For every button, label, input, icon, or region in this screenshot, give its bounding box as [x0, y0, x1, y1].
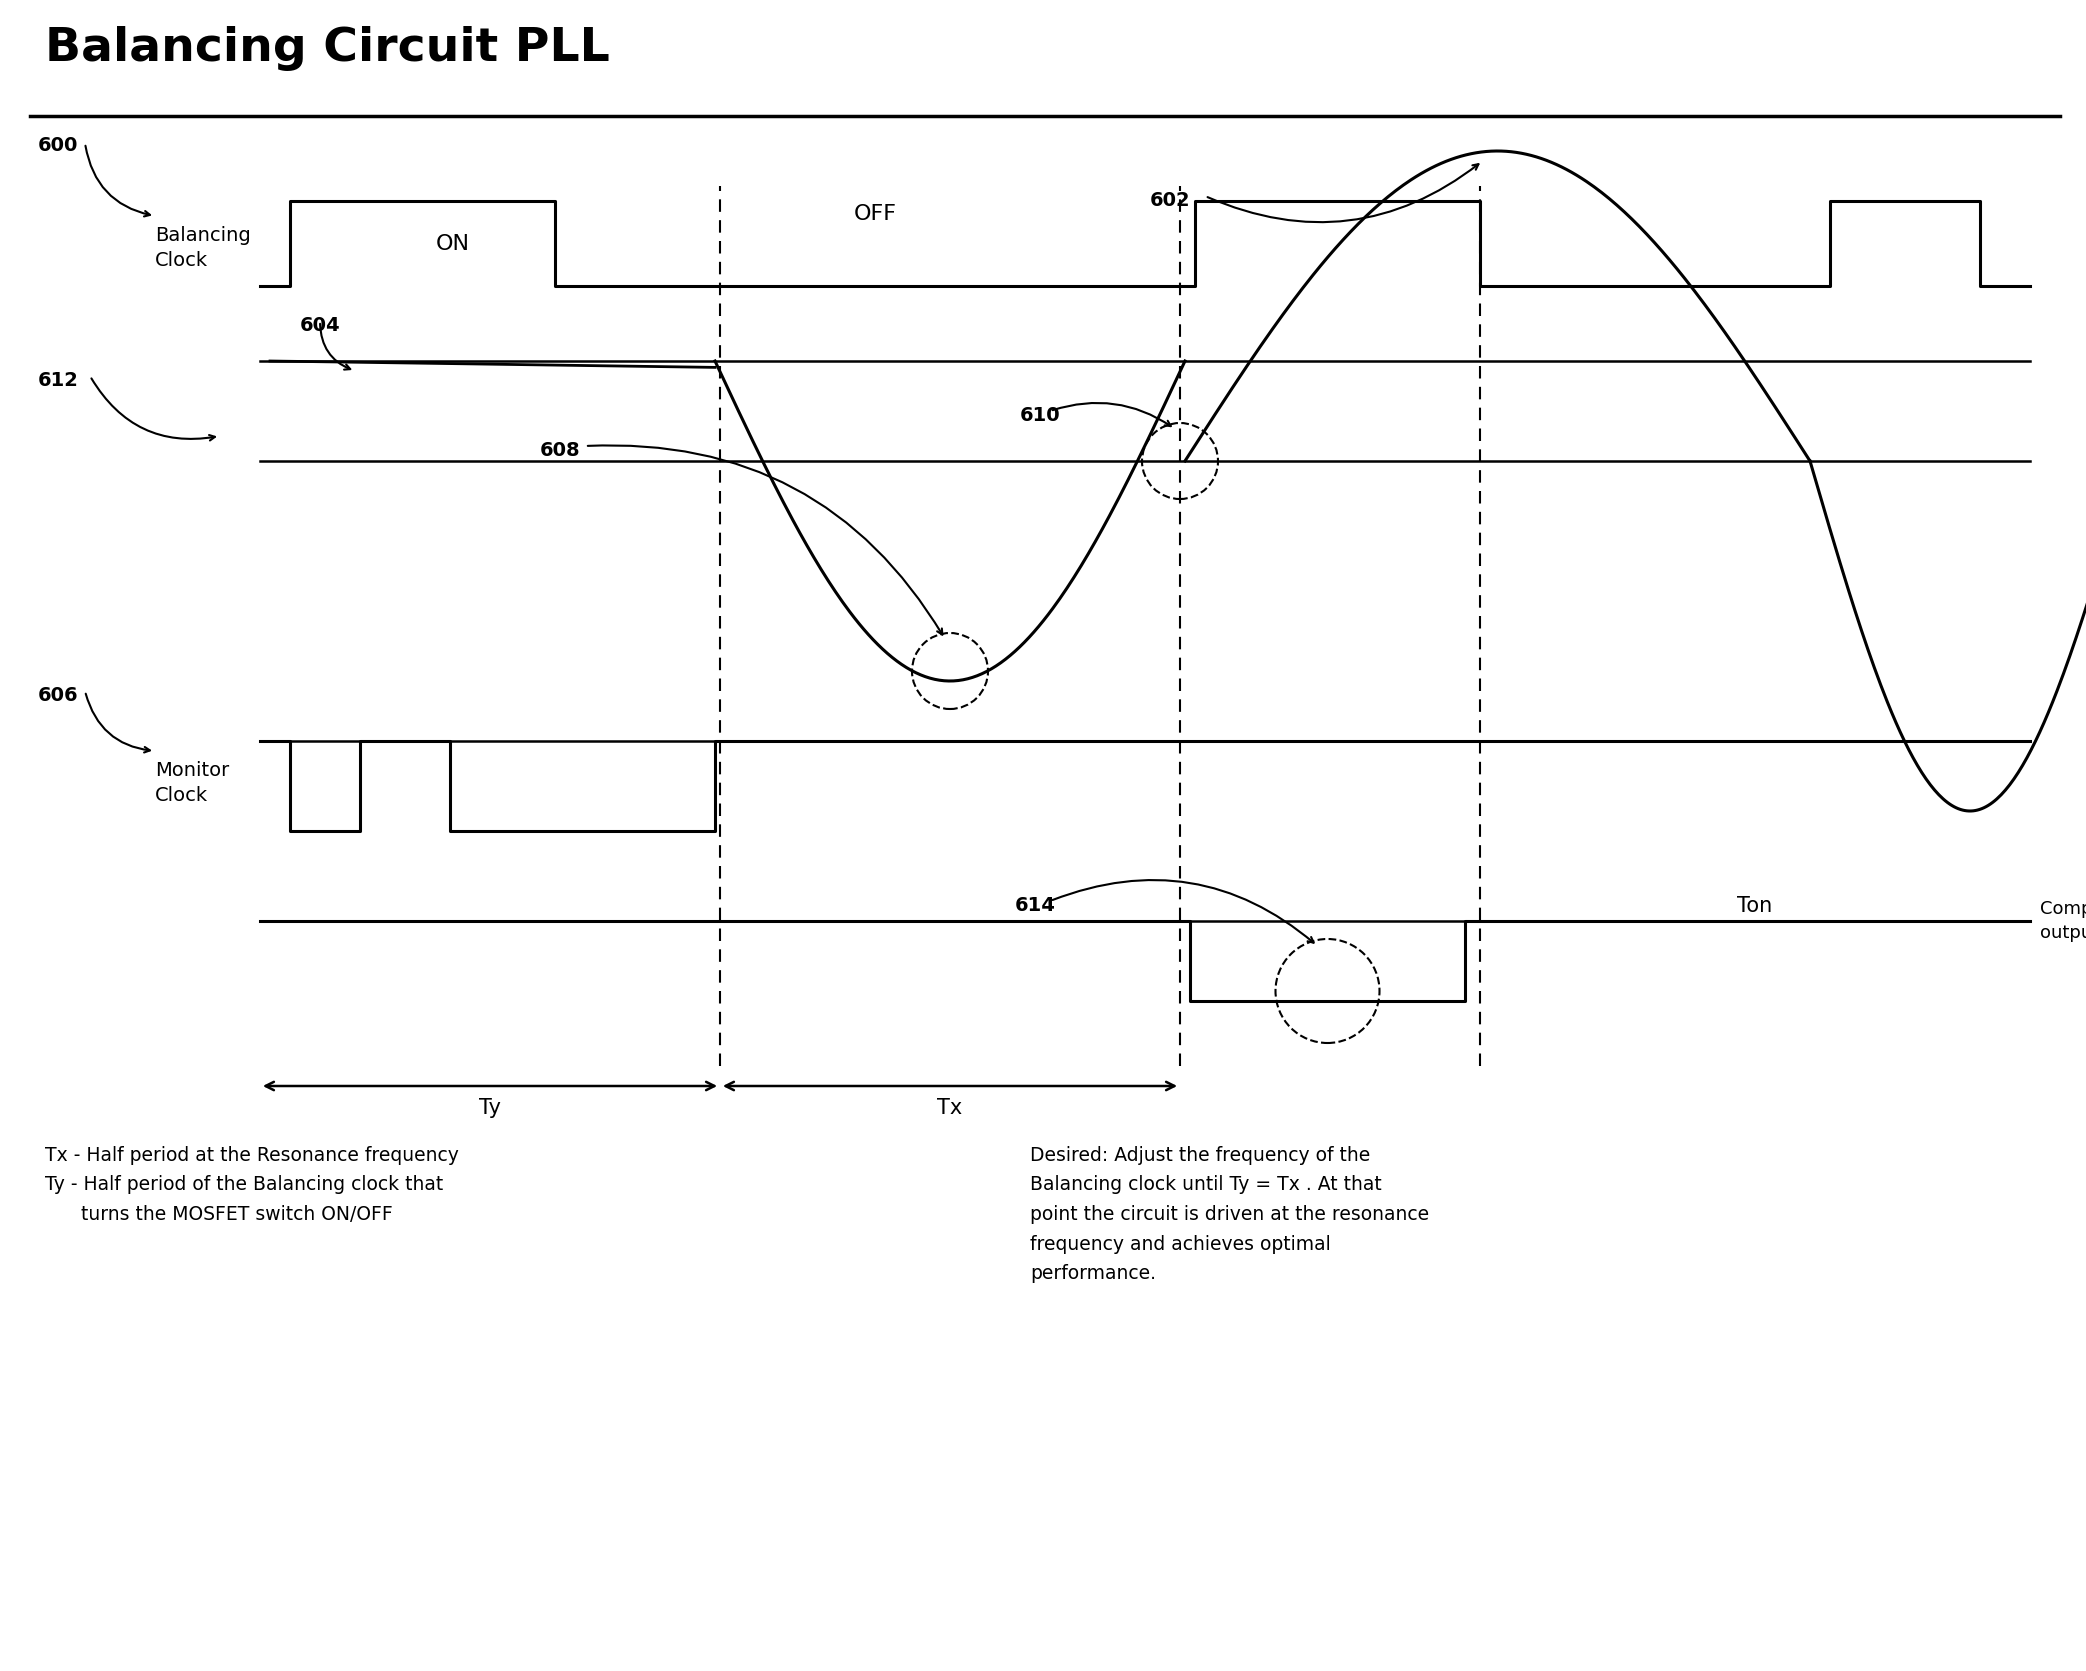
- Text: Comparator's
output: Comparator's output: [2040, 901, 2086, 942]
- Text: 614: 614: [1016, 896, 1056, 916]
- Text: ON: ON: [436, 234, 469, 254]
- Text: Ton: Ton: [1738, 896, 1773, 916]
- Text: 610: 610: [1020, 406, 1060, 424]
- Text: 604: 604: [300, 316, 340, 334]
- Text: 600: 600: [38, 135, 79, 155]
- Text: 612: 612: [38, 371, 79, 389]
- Text: Ty: Ty: [480, 1098, 501, 1118]
- Text: Monitor
Clock: Monitor Clock: [154, 760, 229, 805]
- Text: Desired: Adjust the frequency of the
Balancing clock until Ty = Tx . At that
poi: Desired: Adjust the frequency of the Bal…: [1030, 1146, 1429, 1283]
- Text: Tx: Tx: [937, 1098, 962, 1118]
- Text: 602: 602: [1149, 190, 1191, 211]
- Text: OFF: OFF: [853, 204, 897, 224]
- Text: 606: 606: [38, 687, 79, 705]
- Text: Balancing Circuit PLL: Balancing Circuit PLL: [46, 27, 609, 70]
- Text: Tx - Half period at the Resonance frequency
Ty - Half period of the Balancing cl: Tx - Half period at the Resonance freque…: [46, 1146, 459, 1223]
- Text: Balancing
Clock: Balancing Clock: [154, 226, 250, 271]
- Text: 608: 608: [540, 441, 580, 460]
